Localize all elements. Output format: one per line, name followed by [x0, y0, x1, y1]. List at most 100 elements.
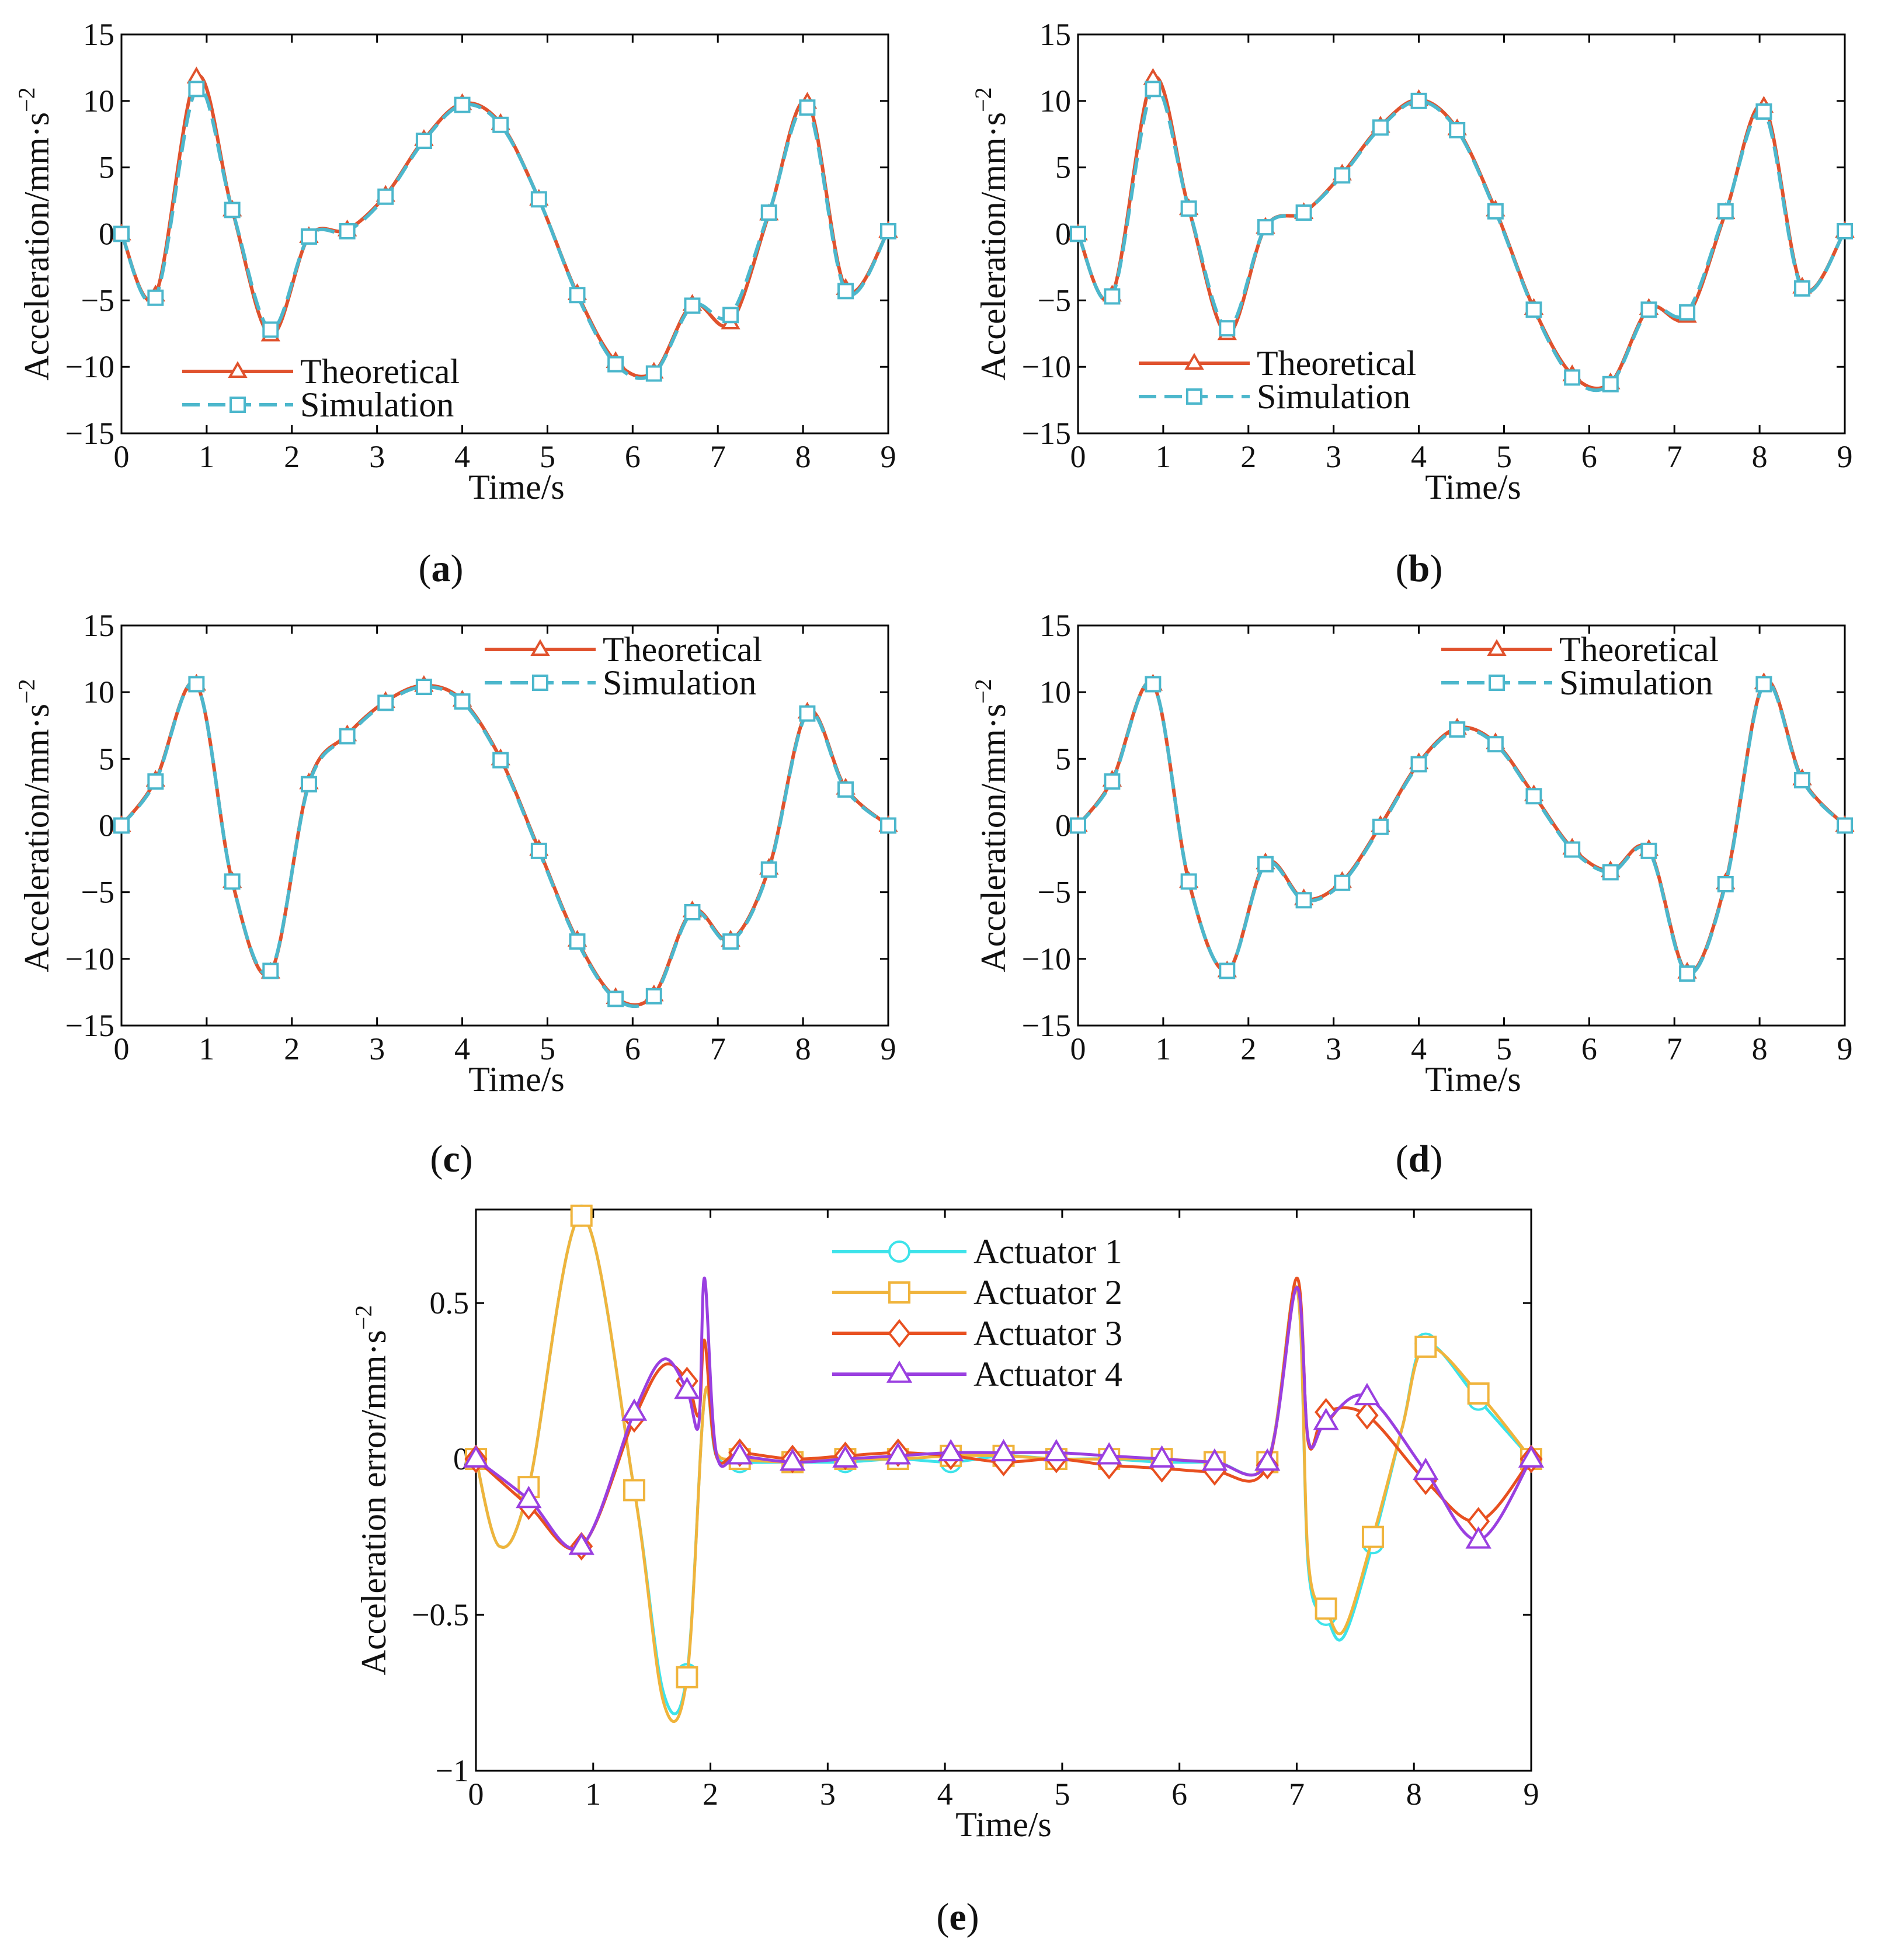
data-point-simulation [188, 81, 205, 98]
data-point-simulation [262, 962, 279, 979]
x-tick-label: 7 [710, 1031, 726, 1066]
legend-marker-simulation [1489, 675, 1505, 691]
data-point-simulation [1104, 773, 1121, 790]
y-tick-label: 0.5 [430, 1285, 470, 1320]
data-point-simulation [760, 861, 777, 878]
y-tick-label: −5 [1038, 875, 1071, 910]
data-point-simulation [1837, 223, 1853, 239]
legend-marker-theoretical [228, 361, 248, 378]
x-tick-label: 1 [1155, 1031, 1171, 1066]
data-point-simulation [1070, 225, 1086, 242]
x-tick-label: 1 [585, 1777, 601, 1812]
y-tick-label: 0 [1055, 217, 1071, 252]
data-point-actuator-2 [1414, 1335, 1437, 1358]
x-tick-label: 2 [1240, 439, 1256, 474]
x-tick-label: 7 [1289, 1777, 1305, 1812]
legend-label-theoretical: Theoretical [1257, 344, 1416, 383]
data-point-actuator-4 [885, 1442, 911, 1465]
x-tick-label: 2 [1240, 1031, 1256, 1066]
data-point-actuator-4 [516, 1485, 542, 1509]
x-tick-label: 8 [795, 439, 811, 474]
panel-caption: (b) [1396, 547, 1443, 590]
data-point-actuator-4 [1254, 1448, 1281, 1471]
data-point-simulation [1717, 203, 1734, 220]
data-point-simulation [1145, 676, 1162, 693]
legend-label-actuator-4: Actuator 4 [973, 1355, 1122, 1393]
x-tick-label: 4 [454, 1031, 470, 1066]
y-tick-label: −5 [1038, 283, 1071, 318]
data-point-simulation [454, 693, 471, 710]
y-axis-label: Acceleration/mm·s−2 [970, 679, 1013, 972]
data-point-simulation [799, 705, 816, 722]
data-point-simulation [1372, 119, 1389, 136]
y-axis-label-text: Acceleration error/mm·s [354, 1330, 393, 1675]
y-tick-label: 0 [99, 217, 114, 252]
panel-caption: (d) [1396, 1138, 1443, 1180]
plot-frame [475, 1208, 1532, 1772]
data-point-simulation [799, 99, 816, 116]
data-point-simulation [492, 116, 509, 133]
y-tick-label: 15 [83, 17, 114, 52]
x-tick-label: 4 [1411, 439, 1427, 474]
data-point-simulation [1257, 219, 1274, 236]
caption-close-paren: ) [451, 547, 464, 590]
data-point-simulation [569, 933, 586, 950]
x-tick-label: 8 [1752, 1031, 1768, 1066]
y-axis-label: Acceleration/mm·s−2 [970, 87, 1013, 380]
data-point-actuator-4 [674, 1377, 700, 1399]
x-tick-label: 6 [1581, 1031, 1597, 1066]
data-point-actuator-4 [463, 1445, 489, 1468]
y-tick-label: −15 [1022, 416, 1071, 451]
data-point-simulation [1449, 721, 1466, 738]
panel-caption: (c) [430, 1138, 472, 1180]
data-point-simulation [1564, 841, 1581, 858]
data-point-actuator-3 [1355, 1401, 1379, 1430]
y-tick-label: −10 [65, 941, 114, 976]
y-tick-label: −5 [81, 875, 114, 910]
data-point-simulation [188, 676, 205, 693]
data-point-actuator-2 [623, 1479, 646, 1502]
data-point-simulation [1794, 280, 1811, 297]
data-point-simulation [684, 903, 701, 920]
data-point-simulation [377, 694, 394, 711]
legend-label-simulation: Simulation [1257, 377, 1410, 416]
x-tick-label: 3 [1326, 1031, 1341, 1066]
data-point-simulation [1295, 204, 1312, 221]
y-tick-label: −10 [1022, 941, 1071, 976]
x-tick-label: 5 [540, 1031, 555, 1066]
data-point-simulation [684, 297, 701, 314]
y-tick-label: 15 [83, 608, 114, 643]
y-tick-label: −1 [436, 1753, 469, 1788]
data-point-actuator-2 [1467, 1382, 1490, 1405]
y-tick-label: 10 [1039, 675, 1071, 710]
legend-label-actuator-1: Actuator 1 [973, 1232, 1122, 1271]
caption-letter: c [443, 1138, 460, 1180]
data-point-simulation [1679, 965, 1696, 982]
panel-d: 0 1 2 3 4 5 6 7 8 9 15 10 5 0 −5 −10 −15 Time/s Accelerati… [970, 608, 1855, 1180]
series-line-actuator-2 [476, 1214, 1531, 1723]
data-point-simulation [607, 356, 624, 373]
data-point-actuator-4 [1465, 1526, 1491, 1549]
data-point-simulation [530, 842, 547, 859]
data-point-actuator-4 [832, 1445, 858, 1468]
data-point-simulation [530, 191, 547, 208]
y-tick-label: −15 [65, 1008, 114, 1043]
x-tick-label: 1 [199, 1031, 214, 1066]
x-tick-label: 3 [369, 439, 385, 474]
data-point-simulation [1410, 756, 1427, 773]
x-axis-label: Time/s [955, 1805, 1052, 1844]
x-tick-label: 0 [114, 1031, 130, 1066]
data-point-simulation [760, 204, 777, 221]
legend-label-theoretical: Theoretical [1559, 630, 1719, 669]
x-tick-label: 4 [937, 1777, 953, 1812]
caption-letter: d [1409, 1138, 1430, 1180]
legend-label-theoretical: Theoretical [300, 352, 460, 391]
data-point-simulation [1564, 369, 1581, 386]
legend-marker-simulation [532, 675, 548, 691]
data-point-actuator-4 [990, 1438, 1017, 1462]
y-tick-label: −15 [1022, 1008, 1071, 1043]
data-point-simulation [300, 228, 317, 245]
series-line-simulation [121, 680, 888, 1009]
